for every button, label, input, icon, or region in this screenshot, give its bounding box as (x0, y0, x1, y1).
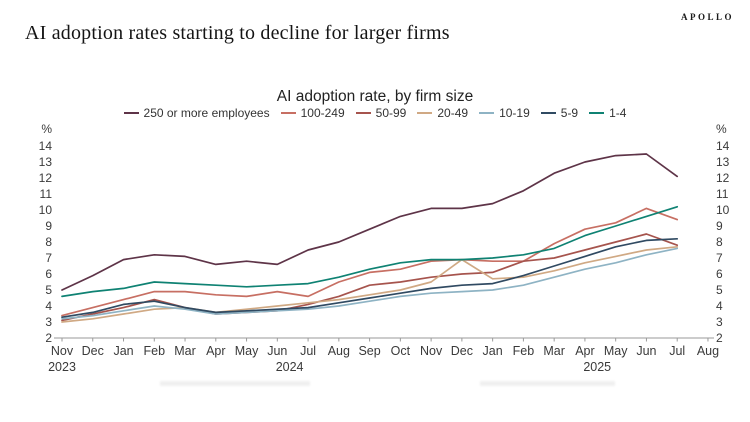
y-tick-label-left: 12 (39, 171, 53, 185)
chart-legend: 250 or more employees 100-249 50-99 20-49 10… (0, 106, 750, 120)
series-line-50-99 (61, 233, 679, 322)
y-tick-label-right: 6 (716, 267, 723, 281)
year-label: 2023 (48, 360, 76, 374)
legend-item: 1-4 (589, 106, 626, 120)
y-tick-label-left: 11 (40, 187, 53, 201)
x-tick-label: Jun (267, 344, 287, 358)
legend-label: 250 or more employees (143, 106, 270, 120)
x-tick-label: Mar (174, 344, 196, 358)
faint-footnote-smudge (480, 381, 615, 386)
x-tick-label: Dec (451, 344, 473, 358)
y-tick-label-right: 5 (716, 283, 723, 297)
percent-label-right: % (716, 122, 727, 136)
y-tick-label-left: 6 (45, 267, 52, 281)
x-tick-label: May (604, 344, 628, 358)
legend-item: 20-49 (417, 106, 468, 120)
legend-swatch (417, 112, 433, 114)
y-tick-label-left: 10 (39, 203, 53, 217)
legend-label: 100-249 (300, 106, 345, 120)
x-tick-label: Oct (391, 344, 411, 358)
y-tick-label-right: 12 (716, 171, 730, 185)
faint-footnote-smudge (160, 381, 310, 386)
legend-item: 10-19 (479, 106, 530, 120)
x-tick-label: Dec (82, 344, 104, 358)
x-tick-label: Sep (358, 344, 380, 358)
legend-label: 20-49 (437, 106, 469, 120)
percent-label-left: % (41, 122, 52, 136)
year-label: 2024 (276, 360, 304, 374)
legend-swatch (280, 112, 296, 114)
y-tick-label-left: 14 (39, 139, 53, 153)
series-line-20-49 (61, 245, 679, 323)
y-tick-label-left: 13 (39, 155, 53, 169)
year-label: 2025 (583, 360, 611, 374)
x-tick-label: Nov (51, 344, 74, 358)
x-tick-label: Jul (300, 344, 316, 358)
series-line-1-4 (61, 205, 679, 298)
x-tick-label: Apr (575, 344, 594, 358)
legend-item: 50-99 (355, 106, 407, 120)
y-tick-label-right: 10 (716, 203, 730, 217)
legend-label: 10-19 (499, 106, 530, 120)
x-tick-label: Feb (144, 344, 166, 358)
x-tick-label: Aug (328, 344, 350, 358)
series-line-100-249 (61, 207, 679, 317)
series-line-10-19 (61, 247, 679, 320)
y-tick-label-left: 7 (45, 251, 52, 265)
legend-swatch (540, 112, 556, 114)
legend-item: 250 or more employees (123, 106, 270, 120)
page-title: AI adoption rates starting to decline fo… (25, 22, 450, 44)
legend-label: 1-4 (609, 106, 627, 120)
x-tick-label: Jul (669, 344, 685, 358)
series-line-5-9 (61, 237, 679, 319)
x-tick-label: Apr (206, 344, 225, 358)
y-tick-label-left: 3 (45, 315, 52, 329)
legend-label: 5-9 (560, 106, 579, 120)
y-tick-label-right: 8 (716, 235, 723, 249)
series-line-250-or-more-employees (61, 153, 679, 291)
y-tick-label-right: 4 (716, 299, 723, 313)
y-tick-label-right: 3 (716, 315, 723, 329)
y-tick-label-left: 4 (45, 299, 52, 313)
y-tick-label-left: 2 (45, 331, 52, 345)
x-tick-label: Nov (420, 344, 443, 358)
y-tick-label-left: 8 (45, 235, 52, 249)
legend-swatch (589, 112, 605, 114)
apollo-logo: APOLLO (680, 12, 734, 22)
legend-swatch (355, 112, 371, 114)
x-tick-label: May (235, 344, 259, 358)
y-tick-label-right: 13 (716, 155, 730, 169)
y-tick-label-right: 14 (716, 139, 730, 153)
legend-label: 50-99 (375, 106, 407, 120)
x-tick-label: Jun (636, 344, 656, 358)
y-tick-label-right: 7 (716, 251, 723, 265)
y-tick-label-right: 11 (716, 187, 729, 201)
y-tick-label-left: 9 (45, 219, 52, 233)
legend-item: 100-249 (280, 106, 345, 120)
x-tick-label: Jan (483, 344, 503, 358)
y-tick-label-right: 9 (716, 219, 723, 233)
legend-item: 5-9 (540, 106, 579, 120)
y-tick-label-right: 2 (716, 331, 723, 345)
x-tick-label: Jan (113, 344, 133, 358)
legend-swatch (479, 112, 495, 114)
x-tick-label: Feb (513, 344, 535, 358)
x-tick-label: Aug (697, 344, 719, 358)
y-tick-label-left: 5 (45, 283, 52, 297)
legend-swatch (123, 112, 139, 114)
chart-title: AI adoption rate, by firm size (276, 88, 474, 105)
x-tick-label: Mar (543, 344, 565, 358)
